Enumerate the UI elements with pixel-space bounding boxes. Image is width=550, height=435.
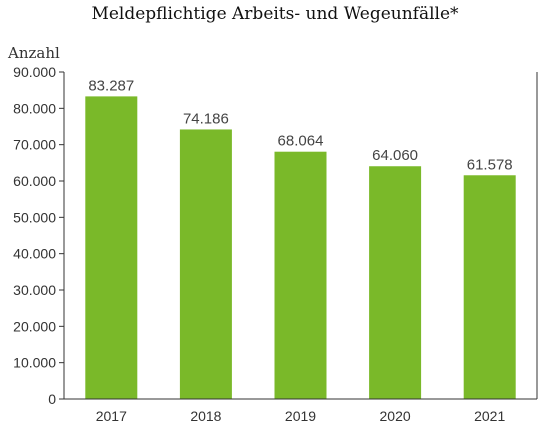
y-tick-label: 60.000 xyxy=(13,173,56,189)
x-tick-label: 2021 xyxy=(474,408,505,424)
bar-2020 xyxy=(369,166,422,399)
y-axis-ticks: 0 10.000 20.000 30.000 40.000 50.000 60.000 70.… xyxy=(13,64,64,407)
data-label-2021: 61.578 xyxy=(467,156,513,173)
y-tick-label: 80.000 xyxy=(13,100,56,116)
axes xyxy=(63,72,538,400)
y-tick-label: 70.000 xyxy=(13,137,56,153)
chart-title: Meldepflichtige Arbeits- und Wegeunfälle… xyxy=(91,4,459,24)
x-axis-ticks: 2017 2018 2019 2020 2021 xyxy=(96,408,506,424)
y-tick-label: 30.000 xyxy=(13,282,56,298)
y-tick-label: 40.000 xyxy=(13,246,56,262)
x-tick-label: 2019 xyxy=(285,408,316,424)
y-axis-label: Anzahl xyxy=(7,44,60,62)
bar-2017 xyxy=(85,96,138,399)
bar-2018 xyxy=(179,129,232,400)
y-tick-label: 0 xyxy=(48,391,56,407)
x-tick-label: 2018 xyxy=(190,408,221,424)
data-label-2017: 83.287 xyxy=(88,77,134,94)
data-labels: 83.287 74.186 68.064 64.060 61.578 xyxy=(88,77,512,173)
bar-2021 xyxy=(463,175,516,399)
y-tick-label: 90.000 xyxy=(13,64,56,80)
y-tick-label: 50.000 xyxy=(13,209,56,225)
data-label-2018: 74.186 xyxy=(183,110,229,127)
y-tick-label: 20.000 xyxy=(13,318,56,334)
y-tick-label: 10.000 xyxy=(13,355,56,371)
bar-2019 xyxy=(274,151,327,399)
data-label-2020: 64.060 xyxy=(372,147,418,164)
x-tick-label: 2017 xyxy=(96,408,127,424)
x-tick-label: 2020 xyxy=(380,408,411,424)
bars xyxy=(85,96,516,400)
data-label-2019: 68.064 xyxy=(278,133,324,150)
